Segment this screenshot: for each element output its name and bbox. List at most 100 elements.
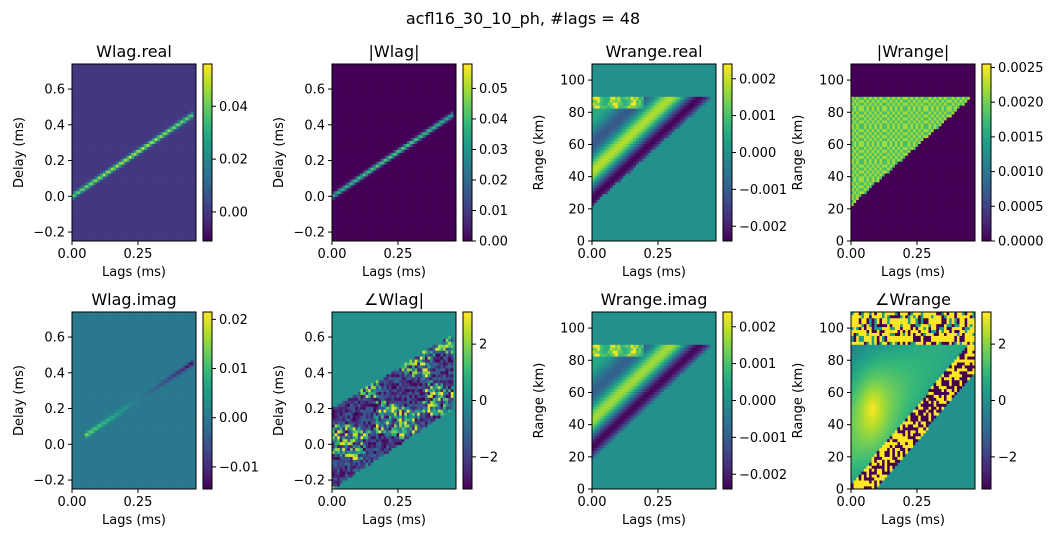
heatmap-cell: [121, 99, 124, 102]
heatmap-cell: [98, 135, 101, 138]
heatmap-cell: [412, 91, 415, 94]
heatmap-cell: [108, 200, 111, 203]
heatmap-cell: [126, 209, 129, 212]
heatmap-cell: [80, 96, 83, 99]
heatmap-cell: [371, 153, 374, 156]
heatmap-cell: [90, 170, 93, 173]
heatmap-cell: [368, 150, 371, 153]
heatmap-cell: [116, 223, 119, 226]
heatmap-cell: [90, 223, 93, 226]
heatmap-cell: [407, 85, 410, 88]
heatmap-cell: [98, 126, 101, 129]
heatmap-cell: [348, 141, 351, 144]
heatmap-cell: [131, 217, 134, 220]
heatmap-cell: [111, 182, 114, 185]
heatmap-cell: [100, 188, 103, 191]
heatmap-cell: [85, 182, 88, 185]
heatmap-cell: [82, 147, 85, 150]
heatmap-cell: [157, 94, 160, 97]
heatmap-cell: [410, 150, 413, 153]
heatmap-cell: [412, 141, 415, 144]
heatmap-cell: [168, 73, 171, 76]
heatmap-cell: [82, 212, 85, 215]
heatmap-cell: [165, 173, 168, 176]
heatmap-cell: [131, 182, 134, 185]
heatmap-cell: [358, 182, 361, 185]
heatmap-cell: [95, 229, 98, 232]
heatmap-cell: [129, 108, 132, 111]
heatmap-cell: [100, 235, 103, 238]
heatmap-cell: [412, 117, 415, 120]
heatmap-cell: [407, 226, 410, 229]
heatmap-cell: [335, 67, 338, 70]
heatmap-cell: [144, 88, 147, 91]
heatmap-cell: [170, 91, 173, 94]
heatmap-cell: [373, 217, 376, 220]
heatmap-cell: [404, 194, 407, 197]
heatmap-cell: [348, 229, 351, 232]
heatmap-cell: [186, 209, 189, 212]
heatmap-cell: [379, 117, 382, 120]
heatmap-cell: [360, 217, 363, 220]
heatmap-cell: [121, 170, 124, 173]
heatmap-cell: [363, 126, 366, 129]
heatmap-cell: [113, 129, 116, 132]
heatmap-cell: [80, 67, 83, 70]
colorbar-step: [203, 106, 212, 110]
heatmap-cell: [77, 220, 80, 223]
heatmap-cell: [155, 150, 158, 153]
heatmap-cell: [363, 235, 366, 238]
heatmap-cell: [417, 217, 420, 220]
heatmap-cell: [399, 120, 402, 123]
heatmap-cell: [139, 188, 142, 191]
heatmap-cell: [165, 229, 168, 232]
heatmap-cell: [116, 173, 119, 176]
heatmap-cell: [183, 102, 186, 105]
heatmap-cell: [100, 76, 103, 79]
heatmap-cell: [412, 158, 415, 161]
heatmap-cell: [191, 147, 194, 150]
heatmap-cell: [116, 197, 119, 200]
heatmap-cell: [88, 170, 91, 173]
heatmap-cell: [137, 126, 140, 129]
heatmap-cell: [121, 126, 124, 129]
heatmap-cell: [157, 85, 160, 88]
heatmap-cell: [113, 226, 116, 229]
heatmap-cell: [165, 223, 168, 226]
heatmap-cell: [108, 179, 111, 182]
heatmap-cell: [75, 73, 78, 76]
heatmap-cell: [108, 108, 111, 111]
heatmap-cell: [85, 102, 88, 105]
heatmap-cell: [363, 85, 366, 88]
heatmap-cell: [355, 173, 358, 176]
heatmap-cell: [386, 141, 389, 144]
heatmap-cell: [175, 141, 178, 144]
heatmap-cell: [95, 123, 98, 126]
heatmap-cell: [366, 144, 369, 147]
colorbar-step: [203, 68, 212, 72]
heatmap-cell: [188, 206, 191, 209]
heatmap-cell: [404, 102, 407, 105]
heatmap-cell: [93, 99, 96, 102]
heatmap-cell: [410, 117, 413, 120]
heatmap-cell: [157, 114, 160, 117]
heatmap-cell: [106, 79, 109, 82]
heatmap-cell: [181, 164, 184, 167]
heatmap-cell: [358, 96, 361, 99]
heatmap-cell: [337, 91, 340, 94]
heatmap-cell: [373, 153, 376, 156]
heatmap-cell: [139, 197, 142, 200]
heatmap-cell: [399, 141, 402, 144]
heatmap-cell: [121, 185, 124, 188]
heatmap-cell: [366, 161, 369, 164]
heatmap-cell: [75, 94, 78, 97]
heatmap-cell: [410, 206, 413, 209]
heatmap-cell: [402, 117, 405, 120]
heatmap-cell: [175, 94, 178, 97]
heatmap-cell: [412, 229, 415, 232]
heatmap-cell: [178, 91, 181, 94]
heatmap-cell: [165, 164, 168, 167]
heatmap-cell: [360, 147, 363, 150]
heatmap-cell: [368, 147, 371, 150]
heatmap-cell: [142, 167, 145, 170]
